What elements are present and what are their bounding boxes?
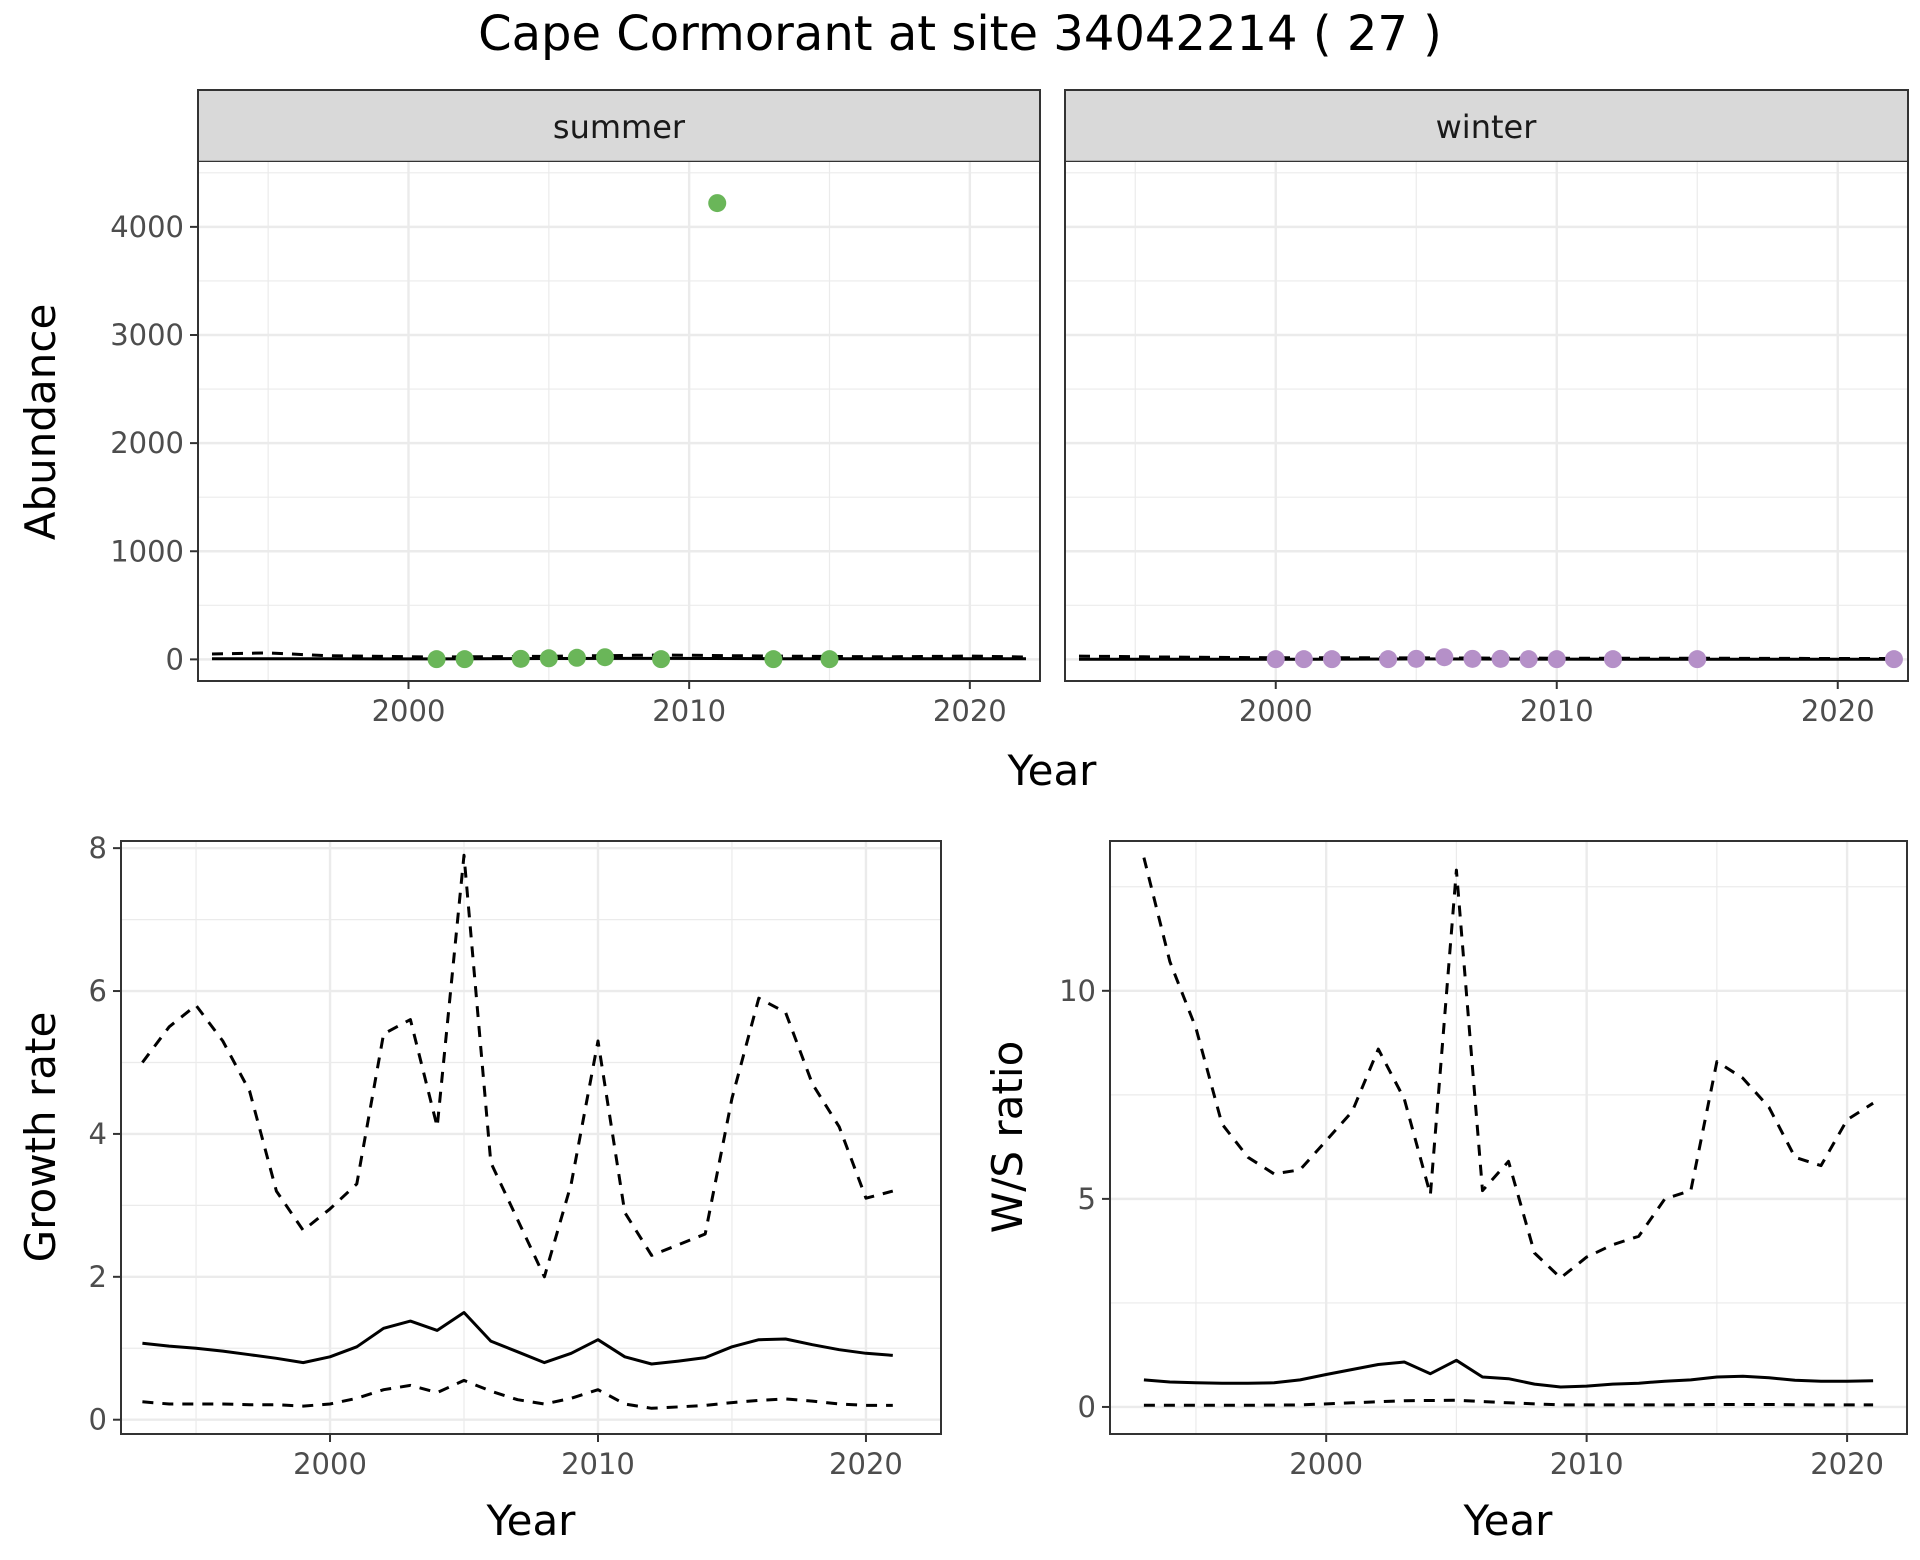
strip-summer — [198, 90, 1040, 162]
y-tick-label: 5 — [1078, 1182, 1096, 1216]
series-line-solid-0 — [1143, 1358, 1874, 1389]
y-tick-label: 2 — [89, 1260, 107, 1294]
lines-ws — [1142, 857, 1874, 1407]
x-tick-label: 2010 — [1550, 1447, 1624, 1481]
gridlines-ws — [1110, 841, 1907, 1434]
data-point — [455, 650, 474, 669]
plot-border-ws — [1109, 840, 1908, 1435]
panel-growth-rate: 0 2 4 6 8 2000 2010 2020 Growth rate Year — [16, 831, 942, 1545]
data-point — [1379, 650, 1398, 669]
series-line-dashed-2 — [1143, 1398, 1874, 1407]
x-ticks-summer: 2000 2010 2020 — [372, 681, 1007, 728]
data-point — [1603, 650, 1622, 669]
series-line-dashed-1 — [141, 853, 894, 1279]
plot-border-winter — [1064, 89, 1909, 682]
data-point — [820, 650, 839, 669]
gridlines-summer — [198, 162, 1040, 681]
y-tick-label: 6 — [89, 974, 107, 1008]
strip-winter — [1065, 90, 1908, 162]
data-point — [708, 194, 727, 213]
y-ticks-ws: 0 5 10 — [1059, 974, 1110, 1424]
panel-ws-ratio: 0 5 10 2000 2010 2020 W/S ratio Year — [983, 840, 1908, 1545]
panel-summer: summer 0 1000 2000 3000 4000 2000 2010 2020 Ab… — [16, 89, 1041, 728]
x-tick-label: 2000 — [372, 694, 446, 728]
data-point — [427, 650, 446, 669]
plot-bg-winter — [1065, 162, 1908, 681]
strip-label-winter: winter — [1436, 108, 1538, 146]
x-tick-label: 2020 — [1810, 1447, 1884, 1481]
x-tick-label: 2000 — [1289, 1447, 1363, 1481]
data-point — [1294, 650, 1313, 669]
data-point — [567, 648, 586, 667]
data-point — [1491, 649, 1510, 668]
data-point — [511, 649, 530, 668]
points-summer — [427, 194, 839, 669]
y-tick-label: 2000 — [110, 426, 184, 460]
x-tick-label: 2020 — [1801, 694, 1875, 728]
y-ticks-growth: 0 2 4 6 8 — [89, 831, 121, 1437]
series-line-solid-0 — [212, 656, 1026, 661]
x-ticks-growth: 2000 2010 2020 — [293, 1434, 903, 1481]
data-point — [539, 649, 558, 668]
x-ticks-ws: 2000 2010 2020 — [1289, 1434, 1884, 1481]
data-point — [1547, 650, 1566, 669]
y-tick-label: 10 — [1059, 974, 1096, 1008]
x-axis-label-top: Year — [1007, 746, 1098, 795]
data-point — [1519, 650, 1538, 669]
x-tick-label: 2010 — [561, 1447, 635, 1481]
y-tick-label: 4000 — [110, 210, 184, 244]
chart-title: Cape Cormorant at site 34042214 ( 27 ) — [478, 6, 1442, 62]
x-tick-label: 2000 — [1239, 694, 1313, 728]
strip-label-summer: summer — [553, 108, 686, 146]
x-tick-label: 2020 — [933, 694, 1007, 728]
plot-border-growth — [120, 840, 942, 1435]
panel-winter: winter 2000 2010 2020 — [1064, 89, 1909, 728]
y-tick-label: 0 — [166, 642, 184, 676]
y-tick-label: 8 — [89, 831, 107, 865]
y-tick-label: 4 — [89, 1117, 107, 1151]
plot-bg-growth — [121, 841, 941, 1434]
plot-bg-ws — [1110, 841, 1907, 1434]
y-tick-label: 3000 — [110, 318, 184, 352]
data-point — [764, 650, 783, 669]
data-point — [595, 648, 614, 667]
x-tick-label: 2010 — [1520, 694, 1594, 728]
data-point — [1688, 650, 1707, 669]
y-tick-label: 1000 — [110, 534, 184, 568]
x-ticks-winter: 2000 2010 2020 — [1239, 681, 1875, 728]
y-tick-label: 0 — [89, 1403, 107, 1437]
y-axis-label-abundance: Abundance — [16, 304, 65, 541]
x-axis-label-ws: Year — [1463, 1496, 1554, 1545]
data-point — [1266, 650, 1285, 669]
x-tick-label: 2010 — [652, 694, 726, 728]
x-tick-label: 2020 — [829, 1447, 903, 1481]
data-point — [1884, 650, 1903, 669]
data-point — [1435, 648, 1454, 667]
y-axis-label-growth-rate: Growth rate — [16, 1012, 65, 1263]
series-line-solid-0 — [142, 1311, 893, 1366]
x-axis-label-growth: Year — [486, 1496, 577, 1545]
plot-bg-summer — [198, 162, 1040, 681]
y-tick-label: 0 — [1078, 1390, 1096, 1424]
series-line-dashed-1 — [211, 651, 1027, 659]
data-point — [1463, 649, 1482, 668]
gridlines-growth — [121, 841, 941, 1434]
data-point — [1322, 650, 1341, 669]
points-winter — [1266, 648, 1903, 669]
series-line-dashed-1 — [1142, 857, 1874, 1280]
y-axis-label-ws-ratio: W/S ratio — [983, 1041, 1032, 1234]
plot-border-summer — [197, 89, 1041, 682]
y-ticks-summer: 0 1000 2000 3000 4000 — [110, 210, 198, 676]
data-point — [1407, 649, 1426, 668]
lines-growth — [141, 853, 894, 1410]
series-line-dashed-2 — [142, 1378, 893, 1410]
data-point — [652, 650, 671, 669]
x-tick-label: 2000 — [293, 1447, 367, 1481]
